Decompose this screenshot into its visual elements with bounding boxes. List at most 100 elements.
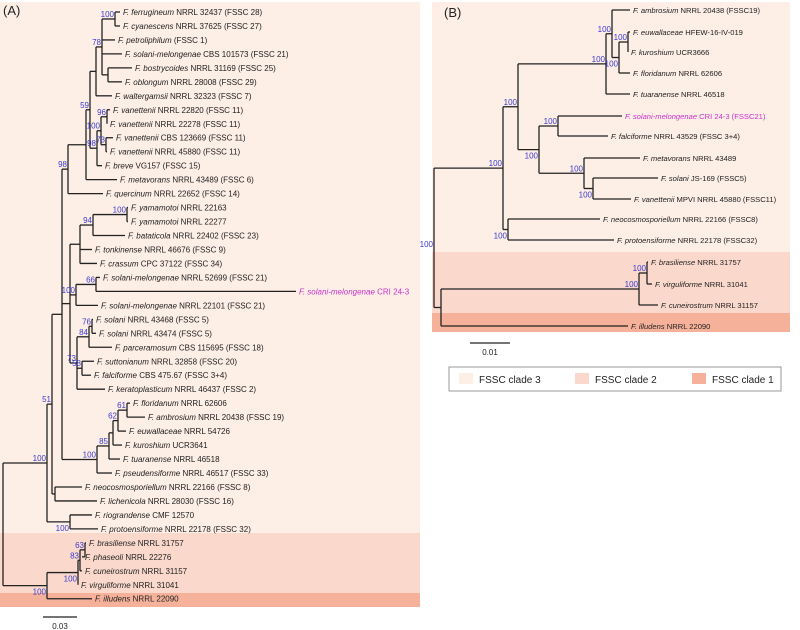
strain-id: NRRL 20438 (FSSC19) [681,6,761,15]
strain-id: JS-169 (FSSC5) [691,174,747,183]
leaf-label: F. phaseoli NRRL 22276 [85,553,172,562]
strain-id: CPC 37122 (FSSC 34) [141,259,223,268]
leaf-label: F. lichenicola NRRL 28030 (FSSC 16) [100,497,234,506]
strain-id: NRRL 22277 [181,218,228,227]
species-name: F. vanettenii [110,148,155,157]
species-name: F. solani [661,174,691,183]
leaf-label: F. yamamotoi NRRL 22163 [131,204,227,213]
strain-id: HFEW-16-IV-019 [685,28,743,37]
leaf-label: F. riograndense CMF 12570 [95,511,195,520]
leaf-label: F. oblongum NRRL 28008 (FSSC 29) [125,78,257,87]
species-name: F. pseudensiforme [115,469,182,478]
species-name: F. metavorans [643,154,693,163]
support-value: 100 [420,240,434,249]
support-value: 100 [504,98,518,107]
legend: FSSC clade 3 FSSC clade 2 FSSC clade 1 [448,366,782,392]
leaf-label: F. quercinum NRRL 22652 (FSSC 14) [106,190,240,199]
strain-id: NRRL 62606 [181,399,228,408]
strain-id: NRRL 46437 (FSSC 2) [175,385,257,394]
leaf-label: F. ferrugineum NRRL 32437 (FSSC 28) [123,8,263,17]
leaf-label: F. vanettenii MPVI NRRL 45880 (FSSC11) [634,195,777,204]
support-value: 100 [113,206,127,215]
legend-box [448,366,782,392]
leaf-label: F. illudens NRRL 22090 [95,595,179,604]
strain-id: NRRL 32323 (FSSC 7) [170,92,252,101]
species-name: F. vanettenii [116,134,161,143]
leaf-label: F. virguliforme NRRL 31041 [655,280,748,289]
species-name: F. cuneirostrum [661,301,715,310]
species-name: F. yamamotoi [131,218,181,227]
support-value: 51 [42,395,51,404]
strain-id: NRRL 43529 (FSSC 3+4) [654,132,741,141]
species-name: F. vanettenii [110,120,155,129]
support-value: 94 [83,216,92,225]
support-value: 78 [92,38,101,47]
support-value: 100 [579,191,593,200]
support-value: 100 [64,575,78,584]
clade2-band-a [0,533,420,593]
species-name: F. oblongum [125,78,171,87]
strain-id: UCR3666 [676,48,709,57]
leaf-label: F. floridanum NRRL 62606 [133,399,227,408]
species-name: F. keratoplasticum [108,385,175,394]
support-value: 84 [79,328,88,337]
species-name: F. brasiliense [651,258,697,267]
strain-id: NRRL 62606 [678,69,722,78]
species-name: F. yamamotoi [131,204,181,213]
strain-id: NRRL 22820 (FSSC 11) [158,106,244,115]
species-name: F. falciforme [611,132,654,141]
species-name: F. riograndense [95,511,152,520]
support-value: 100 [101,10,115,19]
species-name: F. solani-melongenae [103,273,181,282]
strain-id: NRRL 37625 (FSSC 27) [176,22,262,31]
leaf-label: F. solani-melongenae NRRL 52699 (FSSC 21… [103,273,267,282]
species-name: F. tuaranense [633,90,681,99]
species-name: F. ambrosium [148,413,198,422]
strain-id: NRRL 31157 [142,567,188,576]
leaf-label: F. kuroshium UCR3641 [125,441,208,450]
support-value: 63 [75,541,84,550]
strain-id: NRRL 46518 [681,90,725,99]
support-value: 100 [87,122,101,131]
support-value: 100 [56,524,70,533]
leaf-label: F. crassum CPC 37122 (FSSC 34) [100,259,222,268]
strain-id: NRRL 22090 [667,322,711,331]
strain-id: NRRL 46518 [174,455,221,464]
panel-a-label: (A) [3,3,20,18]
leaf-label: F. vanettenii NRRL 22820 (FSSC 11) [113,106,243,115]
legend-swatch [459,373,473,384]
support-value: 98 [58,160,67,169]
strain-id: NRRL 45880 (FSSC 11) [155,148,241,157]
support-value: 100 [33,454,47,463]
leaf-label: F. illudens NRRL 22090 [631,322,710,331]
leaf-label: F. solani NRRL 43468 (FSSC 5) [96,315,209,324]
leaf-label: F. solani-melongenae CRI 24-3 [299,287,410,296]
support-value: 100 [489,159,503,168]
support-value: 73 [67,354,76,363]
strain-id: NRRL 31757 [697,258,741,267]
species-name: F. floridanum [133,399,181,408]
strain-id: VG157 (FSSC 15) [136,162,201,171]
species-name: F. solani-melongenae [125,50,203,59]
strain-id: NRRL 46676 (FSSC 9) [144,245,226,254]
support-value: 100 [494,232,508,241]
support-value: 100 [592,55,606,64]
strain-id: NRRL 22276 [125,553,172,562]
strain-id: NRRL 31169 (FSSC 25) [190,64,276,73]
leaf-label: F. metavorans NRRL 43489 (FSSC 6) [120,176,254,185]
strain-id: CBS 101573 (FSSC 21) [203,50,289,59]
leaf-label: F. euwallaceae NRRL 54726 [129,427,231,436]
support-value: 100 [605,60,619,69]
support-value: 96 [97,108,106,117]
leaf-label: F. tuaranense NRRL 46518 [633,90,725,99]
species-name: F. virguliforme [655,280,704,289]
legend-label: FSSC clade 3 [479,375,541,386]
species-name: F. solani-melongenae [625,112,699,121]
strain-id: MPVI NRRL 45880 (FSSC11) [677,195,777,204]
species-name: F. breve [105,162,136,171]
leaf-label: F. cyanescens NRRL 37625 (FSSC 27) [123,22,262,31]
support-value: 58 [72,359,81,368]
species-name: F. solani-melongenae [101,301,179,310]
